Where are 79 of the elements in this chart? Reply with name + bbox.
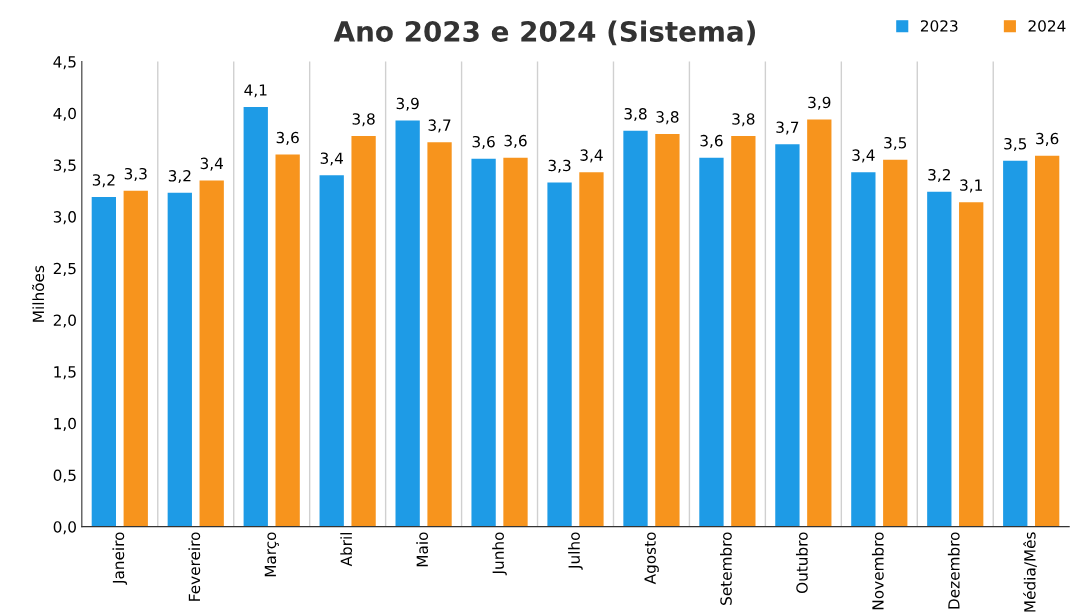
x-tick-label: Junho [492, 532, 507, 576]
data-label: 3,6 [276, 131, 299, 145]
x-tick-label: Novembro [871, 532, 884, 610]
data-label: 3,3 [548, 159, 571, 173]
bar [851, 172, 876, 527]
data-label: 3,9 [808, 96, 831, 110]
bar [243, 107, 268, 527]
x-tick-label: Fevereiro [188, 532, 201, 601]
data-label: 3,9 [396, 97, 419, 111]
y-axis-title: Milhões [32, 265, 45, 322]
bar [579, 172, 604, 527]
bar [123, 190, 148, 527]
data-label: 3,5 [884, 136, 907, 151]
data-label: 3,6 [472, 135, 495, 150]
y-tick-label: 2,0 [53, 314, 76, 328]
chart-title: Ano 2023 e 2024 (Sistema) [333, 20, 755, 46]
data-label: 3,8 [624, 108, 647, 122]
y-tick-label: 3,5 [53, 159, 76, 173]
legend-label: 2024 [1028, 20, 1066, 32]
x-tick-label: Setembro [720, 532, 732, 605]
bar [655, 133, 680, 527]
bar [775, 144, 800, 527]
bar [699, 157, 724, 527]
bar [471, 158, 496, 527]
x-tick-label: Dezembro [947, 532, 960, 609]
x-tick-label: Maio [416, 532, 429, 567]
bar [547, 182, 572, 527]
bar [199, 180, 224, 527]
bar [1035, 155, 1060, 527]
data-label: 3,2 [92, 174, 115, 188]
x-tick-label: Outubro [795, 532, 808, 594]
x-tick-label: Abril [340, 532, 353, 567]
bar [731, 136, 756, 527]
data-label: 4,1 [244, 84, 267, 98]
y-tick-label: 0,5 [53, 469, 76, 483]
bar [319, 175, 344, 527]
bar [351, 136, 376, 527]
data-label: 3,8 [352, 113, 375, 127]
bar [91, 196, 116, 527]
data-label: 3,2 [168, 170, 191, 184]
legend-label: 2023 [920, 20, 958, 32]
data-label: 3,6 [700, 134, 723, 148]
y-tick-label: 1,5 [54, 366, 76, 380]
data-label: 3,1 [960, 179, 982, 193]
y-tick-label: 2,5 [53, 262, 76, 276]
data-label: 3,5 [1004, 137, 1027, 152]
x-tick-label: Março [264, 532, 279, 577]
data-label: 3,7 [428, 119, 451, 133]
x-tick-label: Janeiro [112, 532, 128, 585]
data-label: 3,4 [852, 149, 875, 163]
data-label: 3,8 [656, 111, 679, 125]
y-tick-label: 4,5 [53, 56, 76, 70]
bar [927, 191, 952, 527]
x-tick-label: Julho [568, 532, 583, 570]
y-tick-label: 4,0 [53, 107, 76, 121]
bar [395, 120, 420, 527]
x-tick-label: Média/Mês [1023, 532, 1037, 612]
bar [167, 192, 192, 527]
y-tick-label: 3,0 [53, 211, 76, 225]
data-label: 3,4 [200, 157, 223, 171]
data-label: 3,8 [732, 113, 755, 127]
bar [275, 154, 300, 527]
y-tick-label: 0,0 [53, 521, 76, 535]
data-label: 3,6 [504, 134, 527, 148]
bar [1003, 160, 1028, 527]
bar [503, 157, 528, 527]
bar [807, 119, 832, 527]
data-label: 3,6 [1036, 132, 1059, 146]
x-tick-label: Agosto [644, 532, 659, 585]
data-label: 3,4 [580, 149, 603, 163]
bar [427, 142, 452, 527]
data-label: 3,4 [320, 152, 343, 166]
bar [883, 159, 908, 527]
data-label: 3,2 [928, 168, 950, 183]
bar [623, 130, 648, 527]
data-label: 3,7 [776, 121, 799, 135]
bar [959, 202, 984, 527]
data-label: 3,3 [124, 167, 147, 182]
y-tick-label: 1,0 [54, 417, 76, 431]
